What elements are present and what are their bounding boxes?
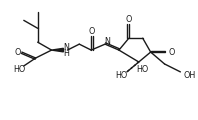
Text: O: O [15,48,21,57]
Text: H: H [64,49,69,58]
Text: OH: OH [183,71,196,80]
Text: HO: HO [14,65,26,74]
Text: O: O [126,15,132,24]
Text: O: O [88,27,94,36]
Text: HO: HO [137,65,149,74]
Text: N: N [64,43,69,52]
Text: N: N [104,37,110,46]
Text: O: O [168,48,175,57]
Text: HO: HO [115,71,127,80]
Polygon shape [51,48,63,52]
